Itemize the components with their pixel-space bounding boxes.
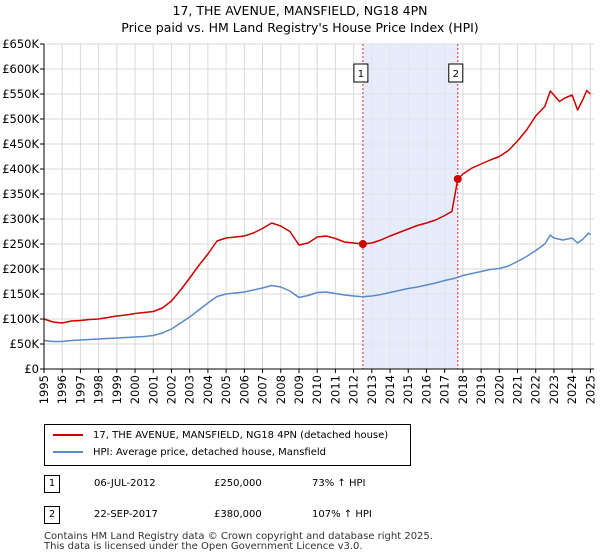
sale-hpi-change: 73% ↑ HPI	[312, 478, 366, 489]
sale-hpi-change: 107% ↑ HPI	[312, 509, 372, 520]
x-tick-label: 2012	[347, 375, 361, 404]
y-tick-label: £200K	[2, 262, 39, 276]
legend-swatch-property	[53, 434, 83, 436]
x-tick-label: 2000	[128, 375, 142, 404]
x-tick-label: 1997	[73, 375, 87, 404]
x-tick-label: 2017	[438, 375, 452, 404]
x-tick-label: 2007	[256, 375, 270, 404]
x-tick-label: 2014	[383, 375, 397, 404]
x-tick-label: 2011	[328, 375, 342, 404]
sale-number: 2	[44, 506, 60, 524]
x-tick-label: 2021	[511, 375, 525, 404]
x-tick-label: 1996	[55, 375, 69, 404]
sale-number: 1	[44, 475, 60, 493]
legend-item-property: 17, THE AVENUE, MANSFIELD, NG18 4PN (det…	[53, 428, 388, 444]
sale-price: £380,000	[214, 509, 262, 520]
x-tick-label: 2019	[474, 375, 488, 404]
x-tick-label: 2022	[529, 375, 543, 404]
legend: 17, THE AVENUE, MANSFIELD, NG18 4PN (det…	[44, 424, 411, 466]
sale-point	[453, 175, 462, 183]
x-tick-label: 2025	[583, 375, 597, 404]
sale-date: 22-SEP-2017	[94, 509, 158, 520]
x-tick-label: 2003	[183, 375, 197, 404]
y-tick-label: £350K	[2, 187, 39, 201]
sale-label-box	[448, 63, 464, 83]
y-tick-label: £500K	[2, 112, 39, 126]
chart-subtitle: Price paid vs. HM Land Registry's House …	[121, 20, 479, 35]
y-tick-label: £50K	[10, 337, 40, 351]
sale-price: £250,000	[214, 478, 262, 489]
x-tick-label: 2005	[219, 375, 233, 404]
y-tick-label: £0	[24, 362, 39, 376]
x-tick-label: 2020	[492, 375, 506, 404]
chart-title: 17, THE AVENUE, MANSFIELD, NG18 4PN	[172, 3, 428, 18]
sale-point	[358, 240, 367, 248]
x-tick-label: 2015	[401, 375, 415, 404]
x-tick-label: 2024	[565, 375, 579, 404]
x-tick-label: 2002	[164, 375, 178, 404]
x-tick-label: 2013	[365, 375, 379, 404]
ownership-span	[362, 44, 458, 369]
legend-swatch-hpi	[53, 451, 83, 453]
x-tick-label: 2006	[237, 375, 251, 404]
sale-label-box	[353, 63, 369, 83]
legend-item-hpi: HPI: Average price, detached house, Mans…	[53, 445, 326, 461]
x-tick-label: 1995	[37, 375, 51, 404]
x-tick-label: 2009	[292, 375, 306, 404]
y-tick-label: £150K	[2, 287, 39, 301]
y-tick-label: £450K	[2, 137, 39, 151]
y-tick-label: £250K	[2, 237, 39, 251]
footer-copyright: Contains HM Land Registry data © Crown c…	[44, 531, 433, 542]
sale-label-number: 1	[358, 69, 364, 80]
x-tick-label: 1999	[110, 375, 124, 404]
x-tick-label: 1998	[92, 375, 106, 404]
sale-date: 06-JUL-2012	[94, 478, 156, 489]
x-tick-label: 2001	[146, 375, 160, 404]
x-tick-label: 2010	[310, 375, 324, 404]
shaded-span-layer	[362, 44, 459, 369]
x-tick-label: 2004	[201, 375, 215, 404]
hpi-line	[43, 232, 591, 343]
legend-label-hpi: HPI: Average price, detached house, Mans…	[93, 447, 326, 458]
x-tick-label: 2008	[274, 375, 288, 404]
x-tick-label: 2023	[547, 375, 561, 404]
legend-label-property: 17, THE AVENUE, MANSFIELD, NG18 4PN (det…	[93, 430, 389, 441]
grid	[43, 43, 594, 370]
y-tick-label: £550K	[2, 87, 39, 101]
footer-licence: This data is licensed under the Open Gov…	[44, 541, 363, 552]
y-tick-label: £100K	[2, 312, 39, 326]
axes: £0 £50K £100K £150K £200K £250K £300K £350K £400…	[2, 37, 597, 404]
sale-label-number: 2	[453, 69, 459, 80]
plot-area	[44, 44, 594, 369]
y-tick-label: £600K	[2, 62, 39, 76]
y-tick-label: £400K	[2, 162, 39, 176]
y-tick-label: £300K	[2, 212, 39, 226]
series-layer	[43, 89, 591, 343]
x-tick-label: 2018	[456, 375, 470, 404]
x-tick-label: 2016	[419, 375, 433, 404]
property-price-line	[43, 89, 591, 324]
y-tick-label: £650K	[2, 37, 39, 51]
